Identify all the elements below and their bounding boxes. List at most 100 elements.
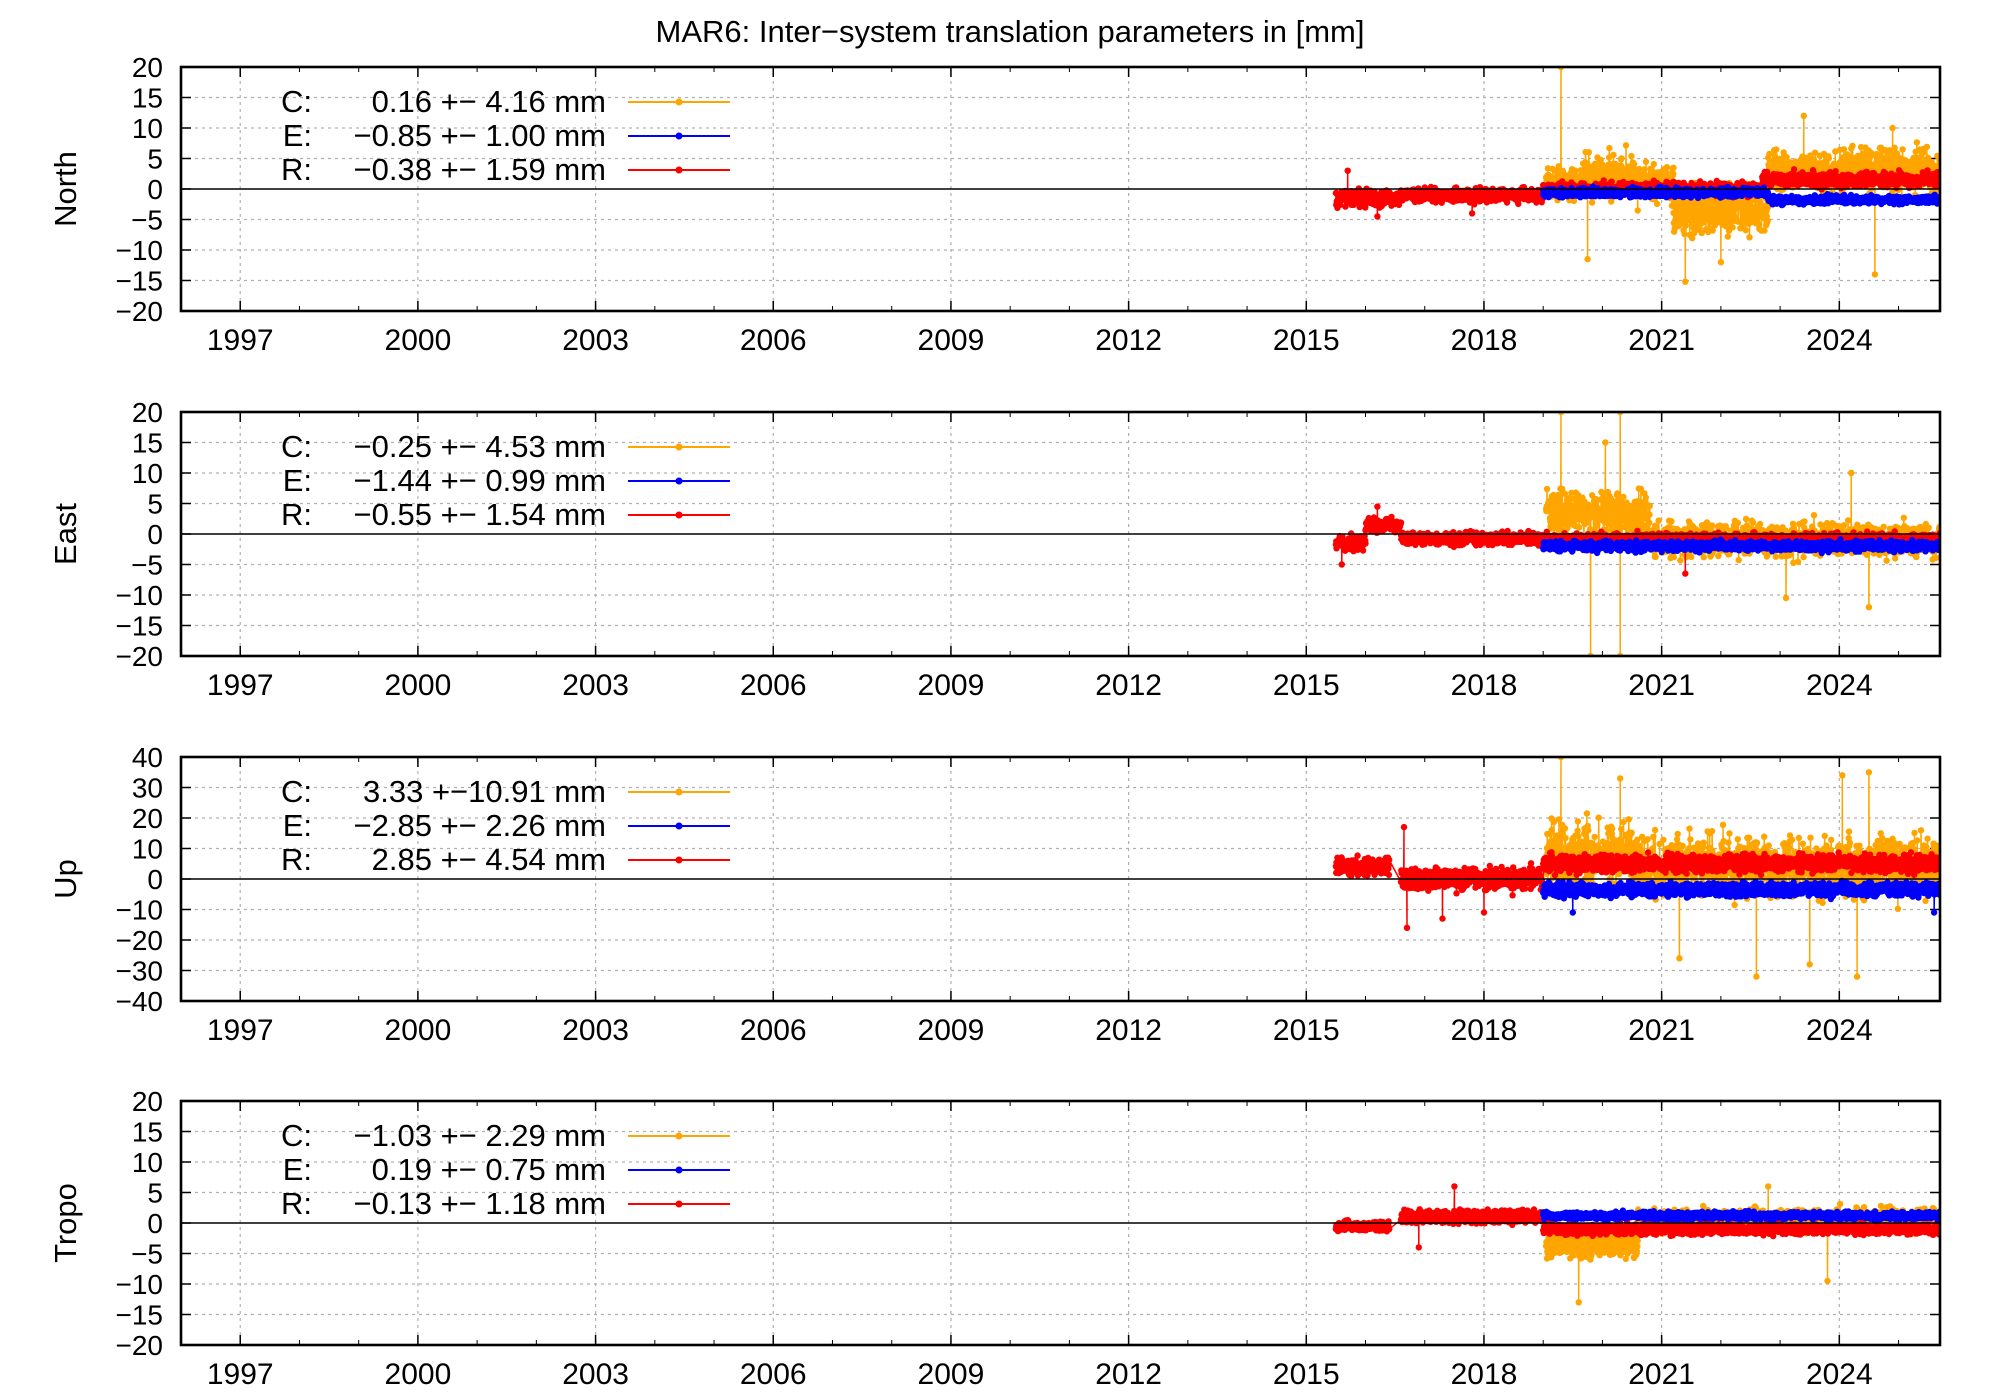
x-tick-label: 2000 (385, 324, 452, 357)
data-point (1763, 168, 1771, 176)
x-tick-label: 2015 (1273, 669, 1340, 702)
data-point (1764, 204, 1772, 211)
x-tick-label: 2003 (562, 324, 629, 357)
x-tick-label: 2015 (1273, 324, 1340, 357)
legend-key-label: C: (281, 84, 312, 119)
data-point (1634, 207, 1641, 214)
data-point (1584, 255, 1591, 263)
data-point (1783, 154, 1790, 161)
figure-title: MAR6: Inter−system translation parameter… (656, 14, 1365, 49)
data-point (1889, 124, 1896, 132)
data-point (1670, 170, 1677, 177)
data-point (1653, 200, 1661, 208)
data-point (1924, 167, 1931, 174)
data-point (1761, 227, 1768, 234)
data-point (1608, 178, 1615, 185)
x-tick-label: 2009 (918, 324, 985, 357)
data-point (1729, 224, 1736, 231)
data-point (1618, 155, 1625, 162)
data-point (1681, 230, 1688, 238)
data-point (1825, 155, 1833, 162)
series-area (1332, 67, 1940, 285)
data-point (1663, 164, 1671, 171)
y-tick-label: 10 (132, 113, 163, 144)
x-tick-label: 2018 (1451, 669, 1518, 702)
data-point (1630, 160, 1638, 168)
data-point (1374, 213, 1381, 220)
data-point (1771, 152, 1779, 159)
data-point (1468, 210, 1476, 217)
data-point (1840, 146, 1848, 153)
y-tick-label: 5 (147, 489, 163, 520)
x-tick-label: 1997 (207, 669, 274, 702)
data-point (1790, 166, 1798, 173)
x-tick-label: 2024 (1806, 669, 1873, 702)
data-point (1572, 167, 1579, 174)
data-point (1599, 161, 1606, 168)
y-tick-label: 20 (132, 52, 163, 83)
panel-east: 1997 2000 2003 2006 2009 2012 2015 2018 2021 2024… (48, 397, 1942, 702)
y-tick-label: 15 (132, 428, 163, 459)
x-tick-label: 2006 (740, 669, 807, 702)
data-point (1698, 229, 1705, 237)
y-tick-label: −10 (116, 235, 164, 266)
data-point (1773, 146, 1780, 153)
x-tick-label: 2012 (1095, 324, 1162, 357)
data-point (1923, 143, 1931, 151)
data-point (1849, 142, 1856, 149)
data-point (1503, 199, 1511, 206)
y-tick-label: −20 (116, 296, 164, 327)
data-point (1635, 165, 1643, 173)
data-point (1780, 149, 1787, 156)
legend-point-sample (675, 166, 683, 174)
x-tick-label: 2012 (1095, 669, 1162, 702)
x-tick-label: 2021 (1628, 324, 1695, 357)
data-point (1742, 227, 1749, 234)
data-point (1832, 168, 1839, 175)
data-point (1913, 139, 1921, 146)
data-point (1859, 155, 1867, 163)
data-point (1608, 198, 1615, 205)
x-tick-label: 2024 (1806, 324, 1873, 357)
data-point (1650, 160, 1658, 168)
x-tick-label: 2009 (918, 669, 985, 702)
legend-key-label: E: (283, 118, 312, 153)
legend-value-text: −0.85 +− 1.00 mm (354, 118, 606, 153)
data-point (1588, 199, 1596, 206)
data-point (1570, 197, 1578, 204)
data-point (1746, 234, 1753, 241)
data-point (1641, 166, 1648, 173)
data-point (1709, 227, 1716, 234)
data-point (1766, 150, 1773, 158)
y-tick-label: 15 (132, 83, 163, 114)
data-point (1642, 158, 1650, 165)
y-axis-label: North (48, 151, 83, 227)
x-tick-label: 2018 (1451, 324, 1518, 357)
data-point (1584, 160, 1591, 168)
data-point (1362, 204, 1369, 211)
data-point (1591, 160, 1599, 167)
data-point (1811, 149, 1819, 156)
data-point (1585, 149, 1593, 156)
data-point (1886, 147, 1893, 154)
data-point (1717, 259, 1725, 266)
data-point (1559, 167, 1567, 174)
x-tick-label: 2021 (1628, 669, 1695, 702)
data-point (1899, 146, 1906, 153)
data-point (1682, 278, 1689, 285)
legend-value-text: −0.38 +− 1.59 mm (354, 152, 606, 187)
data-point (1515, 200, 1522, 208)
x-tick-label: 2006 (740, 324, 807, 357)
data-point (1702, 208, 1709, 216)
data-point (1670, 164, 1677, 171)
x-tick-label: 1997 (207, 324, 274, 357)
x-tick-label: 2003 (562, 669, 629, 702)
y-tick-label: −15 (116, 266, 164, 297)
data-point (1606, 144, 1613, 152)
data-point (1800, 112, 1808, 120)
legend-value-text: 0.16 +− 4.16 mm (372, 84, 606, 119)
data-point (1622, 142, 1630, 149)
data-point (1910, 156, 1918, 163)
data-point (1764, 217, 1771, 224)
